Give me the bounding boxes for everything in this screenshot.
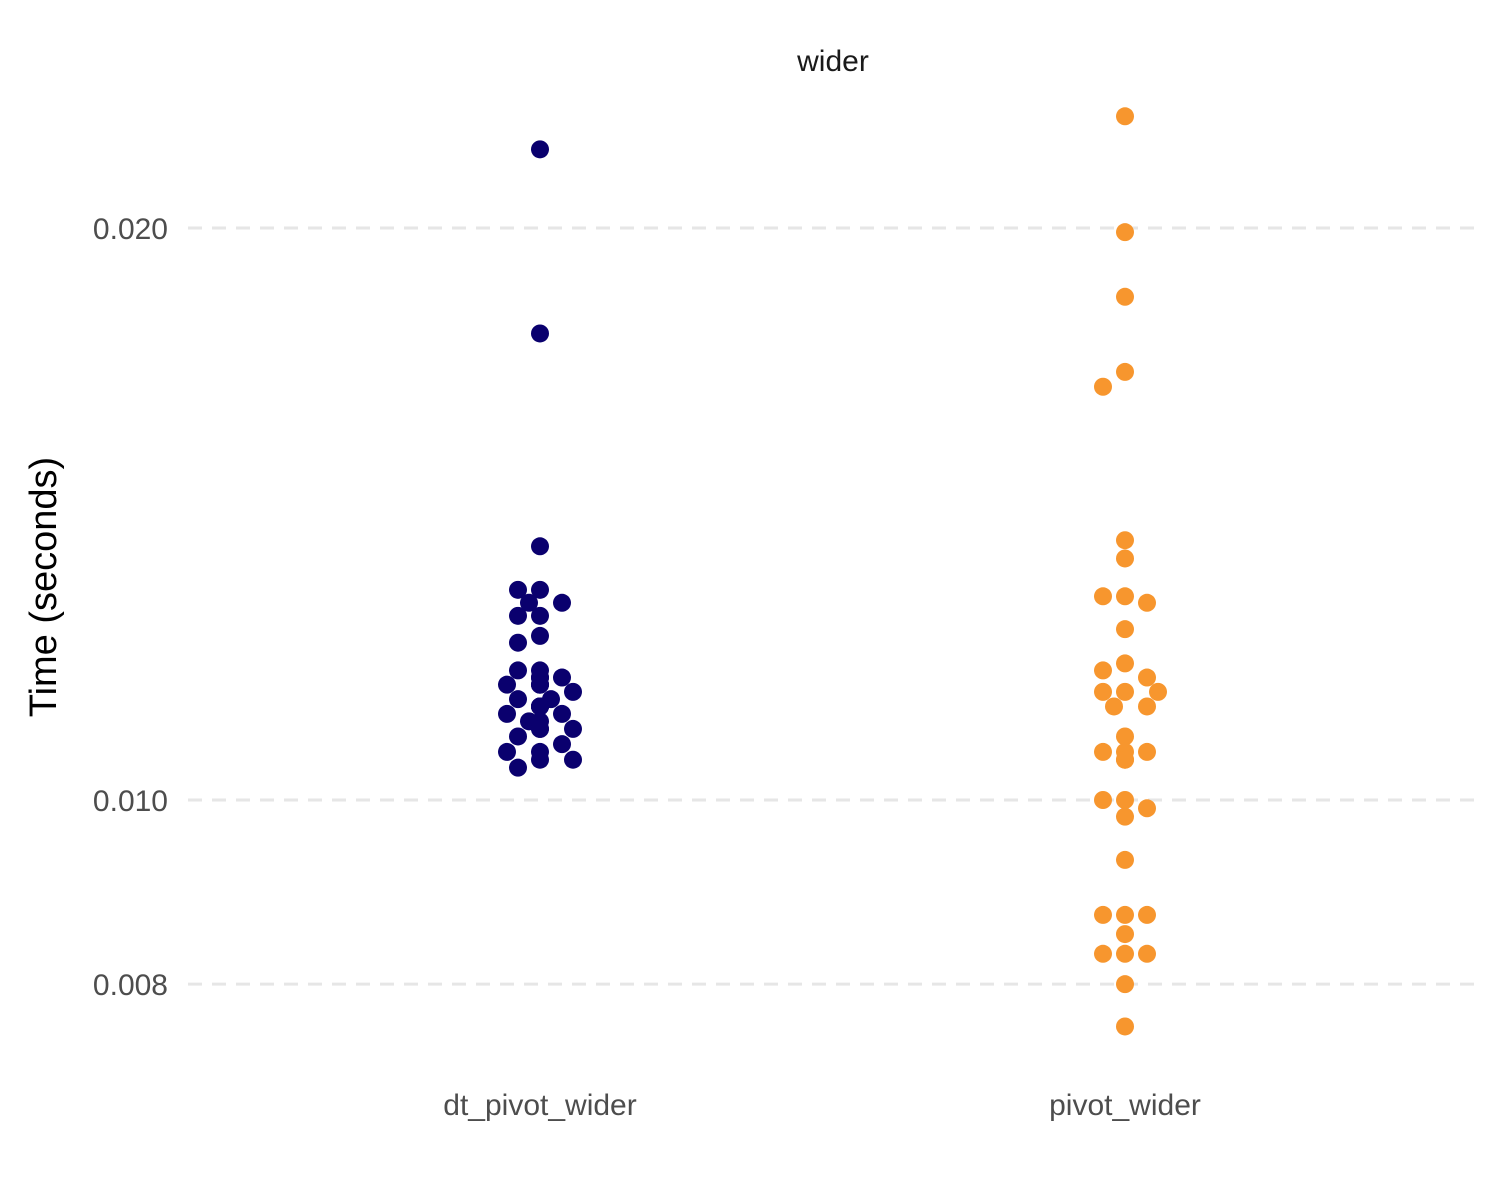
data-point-dt_pivot_wider <box>531 537 549 556</box>
x-tick-label: dt_pivot_wider <box>443 1089 636 1122</box>
data-point-dt_pivot_wider <box>509 661 527 680</box>
data-point-pivot_wider <box>1094 587 1112 606</box>
data-point-pivot_wider <box>1138 697 1156 716</box>
y-tick-label: 0.010 <box>93 785 168 818</box>
data-point-dt_pivot_wider <box>553 704 571 723</box>
data-point-dt_pivot_wider <box>509 633 527 652</box>
data-point-pivot_wider <box>1138 799 1156 818</box>
data-point-pivot_wider <box>1116 223 1134 242</box>
data-point-dt_pivot_wider <box>564 682 582 701</box>
data-point-dt_pivot_wider <box>531 324 549 343</box>
data-point-dt_pivot_wider <box>498 742 516 761</box>
data-point-dt_pivot_wider <box>498 704 516 723</box>
data-point-dt_pivot_wider <box>509 580 527 599</box>
y-tick-label: 0.020 <box>93 213 168 246</box>
data-point-pivot_wider <box>1138 742 1156 761</box>
gridlines <box>188 226 1478 986</box>
data-point-dt_pivot_wider <box>531 697 549 716</box>
data-point-pivot_wider <box>1094 682 1112 701</box>
data-point-pivot_wider <box>1116 807 1134 826</box>
data-point-pivot_wider <box>1094 791 1112 809</box>
data-points <box>498 107 1167 1036</box>
data-point-pivot_wider <box>1138 668 1156 687</box>
y-axis-title: Time (seconds) <box>23 457 65 717</box>
data-point-dt_pivot_wider <box>531 606 549 625</box>
data-point-pivot_wider <box>1116 727 1134 746</box>
data-point-dt_pivot_wider <box>509 727 527 746</box>
data-point-dt_pivot_wider <box>509 690 527 709</box>
data-point-pivot_wider <box>1149 682 1167 701</box>
data-point-dt_pivot_wider <box>564 750 582 769</box>
data-point-pivot_wider <box>1138 944 1156 963</box>
data-point-pivot_wider <box>1116 287 1134 306</box>
data-point-pivot_wider <box>1105 697 1123 716</box>
data-point-pivot_wider <box>1094 944 1112 963</box>
data-point-dt_pivot_wider <box>531 140 549 159</box>
x-tick-label: pivot_wider <box>1049 1089 1201 1122</box>
data-point-pivot_wider <box>1116 944 1134 963</box>
data-point-dt_pivot_wider <box>531 750 549 769</box>
data-point-pivot_wider <box>1094 377 1112 396</box>
data-point-dt_pivot_wider <box>509 758 527 777</box>
data-point-pivot_wider <box>1116 905 1134 924</box>
data-point-dt_pivot_wider <box>498 675 516 694</box>
data-point-pivot_wider <box>1116 925 1134 944</box>
data-point-pivot_wider <box>1116 975 1134 994</box>
data-point-pivot_wider <box>1116 791 1134 809</box>
x-axis-ticks: dt_pivot_wider pivot_wider <box>443 1089 1201 1122</box>
data-point-pivot_wider <box>1116 850 1134 869</box>
data-point-dt_pivot_wider <box>564 719 582 738</box>
data-point-pivot_wider <box>1138 593 1156 612</box>
data-point-pivot_wider <box>1116 682 1134 701</box>
data-point-dt_pivot_wider <box>553 735 571 754</box>
data-point-dt_pivot_wider <box>553 593 571 612</box>
data-point-dt_pivot_wider <box>520 593 538 612</box>
data-point-pivot_wider <box>1116 587 1134 606</box>
data-point-dt_pivot_wider <box>531 675 549 694</box>
data-point-dt_pivot_wider <box>531 580 549 599</box>
y-tick-label: 0.008 <box>93 969 168 1002</box>
data-point-pivot_wider <box>1116 654 1134 673</box>
data-point-pivot_wider <box>1116 750 1134 769</box>
data-point-dt_pivot_wider <box>531 719 549 738</box>
data-point-pivot_wider <box>1116 362 1134 381</box>
data-point-pivot_wider <box>1094 661 1112 680</box>
y-axis-ticks: 0.008 0.010 0.020 <box>93 213 168 1002</box>
data-point-pivot_wider <box>1116 1017 1134 1036</box>
data-point-pivot_wider <box>1138 905 1156 924</box>
data-point-pivot_wider <box>1116 531 1134 550</box>
data-point-dt_pivot_wider <box>531 626 549 645</box>
data-point-dt_pivot_wider <box>553 668 571 687</box>
data-point-pivot_wider <box>1116 107 1134 126</box>
data-point-dt_pivot_wider <box>509 606 527 625</box>
facet-title: wider <box>796 45 869 78</box>
data-point-pivot_wider <box>1094 742 1112 761</box>
data-point-pivot_wider <box>1116 620 1134 639</box>
data-point-pivot_wider <box>1094 905 1112 924</box>
data-point-pivot_wider <box>1116 549 1134 568</box>
